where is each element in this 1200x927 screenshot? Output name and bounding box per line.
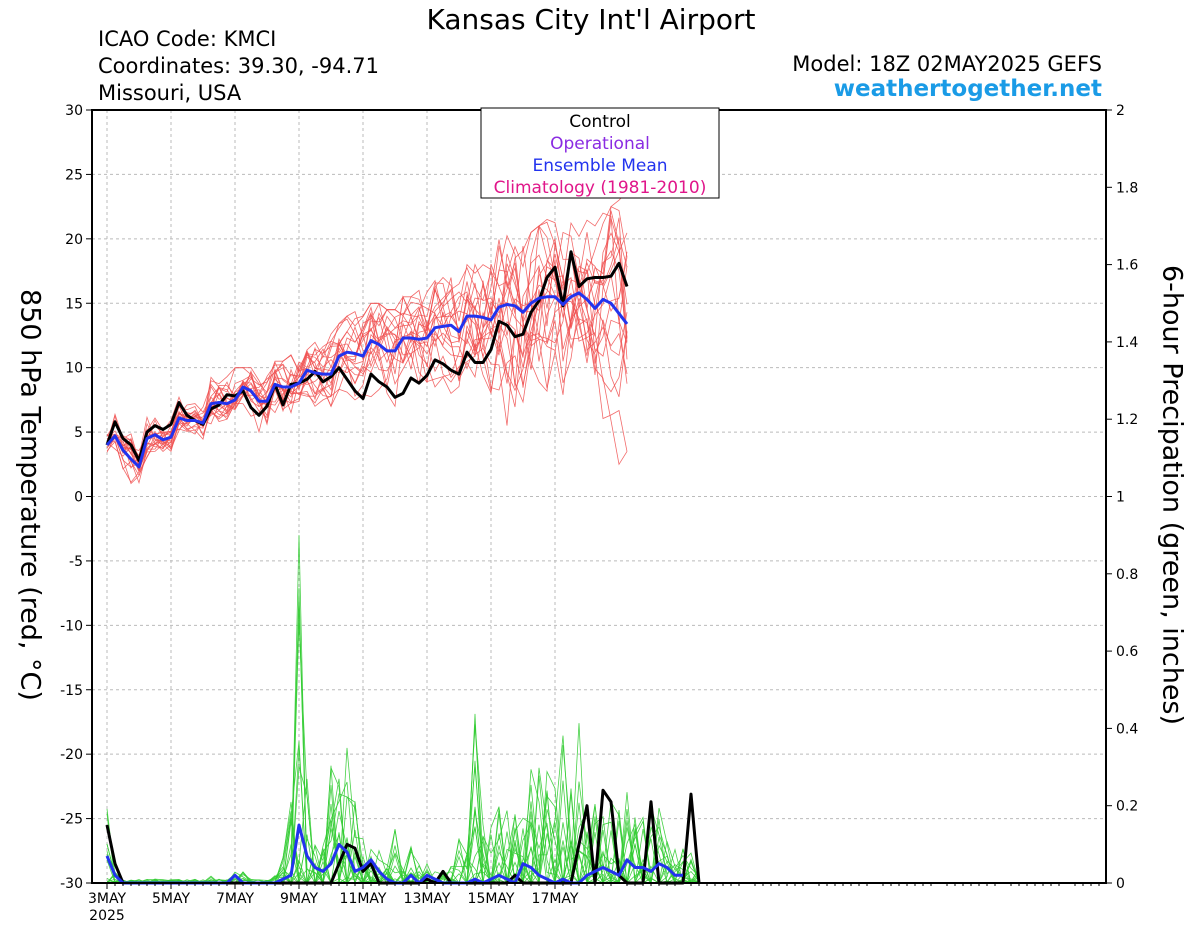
x-tick-label: 13MAY [404,891,451,907]
legend-item: Operational [550,134,650,154]
x-tick-label: 7MAY [216,891,254,907]
y-tick-label-right: 1.2 [1116,412,1138,428]
y-tick-label-right: 0.8 [1116,567,1138,583]
ensemble-member-precip-line [106,765,700,885]
ensemble-member-temp-line [106,221,628,485]
y-tick-label-right: 0.4 [1116,721,1138,737]
y-tick-label-left: 10 [65,361,83,377]
ensemble-member-precip-line [106,588,700,885]
coordinates: Coordinates: 39.30, -94.71 [98,54,379,78]
ensemble-member-temp-line [106,251,628,465]
legend-item: Control [569,112,630,132]
ensemble-member-precip-line [106,622,700,884]
y-tick-label-left: -5 [69,554,83,570]
ensemble-member-precip-line [106,778,700,885]
y-tick-label-right: 1.8 [1116,180,1138,196]
ensemble-member-precip-line [107,770,699,885]
location: Missouri, USA [98,81,242,105]
y-tick-label-right: 0.2 [1116,799,1138,815]
y-tick-label-left: 30 [65,103,83,119]
grid-layer [92,109,1106,884]
y-tick-label-left: 25 [65,167,83,183]
x-tick-label: 5MAY [152,891,190,907]
y-tick-label-left: 15 [65,296,83,312]
ensemble-member-temp-line [106,245,628,468]
legend-box [480,107,720,199]
x-year-label: 2025 [89,908,125,924]
y-tick-label-right: 0 [1116,876,1125,892]
y-tick-label-left: -15 [60,683,83,699]
icao-code: ICAO Code: KMCI [98,27,277,51]
ensemble-spread-layer [106,191,700,885]
y-tick-label-right: 1.4 [1116,335,1138,351]
y-tick-label-left: 20 [65,232,83,248]
ensemble-member-precip-line [106,605,699,885]
x-tick-label: 3MAY [88,891,126,907]
axes-layer: 302520151050-5-10-15-20-25-3021.81.61.41… [60,103,1138,924]
legend-item: Climatology (1981-2010) [494,178,707,198]
x-tick-label: 17MAY [532,891,579,907]
y-tick-label-left: 0 [74,490,83,506]
y-tick-label-left: -25 [60,812,83,828]
ensemble-member-temp-line [106,257,628,461]
ensemble-member-precip-line [106,766,700,885]
x-tick-label: 15MAY [468,891,515,907]
chart-title: Kansas City Int'l Airport [426,3,756,36]
y-tick-label-right: 1.6 [1116,258,1138,274]
ensemble-member-temp-line [106,218,628,464]
y-tick-label-right: 1 [1116,490,1125,506]
ensemble-member-temp-line [106,248,628,477]
ensemble-mean-temperature-line [105,291,629,469]
site-link[interactable]: weathertogether.net [833,76,1102,102]
y-tick-label-left: -10 [60,618,83,634]
ensemble-member-temp-line [106,191,628,471]
ensemble-member-temp-line [106,231,628,457]
ensemble-member-temp-line [106,259,628,465]
ensemble-member-temp-line [106,217,628,462]
ensemble-member-temp-line [106,235,628,464]
y-tick-label-left: -20 [60,747,83,763]
x-tick-label: 9MAY [280,891,318,907]
model-run: Model: 18Z 02MAY2025 GEFS [792,52,1102,76]
y-tick-label-left: 5 [74,425,83,441]
legend-item: Ensemble Mean [532,156,667,176]
y-tick-label-left: -30 [60,876,83,892]
y-tick-label-right: 0.6 [1116,644,1138,660]
ensemble-member-precip-line [106,535,700,885]
y-tick-label-right: 2 [1116,103,1125,119]
x-tick-label: 11MAY [340,891,387,907]
ensemble-member-precip-line [106,767,700,884]
ensemble-member-precip-line [106,769,699,884]
